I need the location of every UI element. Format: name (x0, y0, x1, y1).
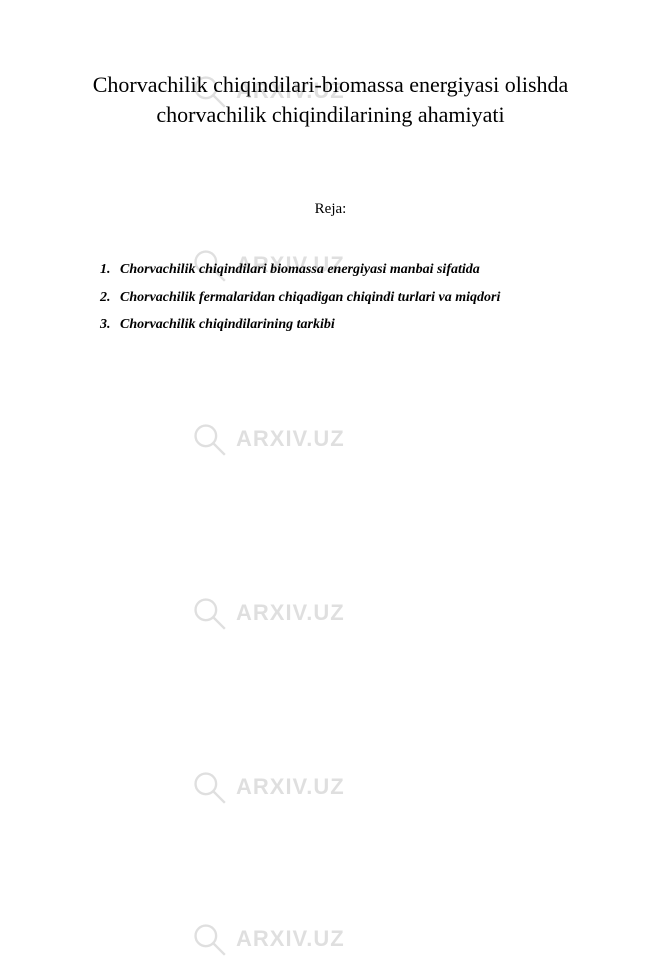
watermark-text: ARXIV.UZ (236, 426, 345, 452)
watermark: ARXIV.UZ (190, 768, 345, 806)
page-title: Chorvachilik chiqindilari-biomassa energ… (90, 70, 571, 129)
watermark: ARXIV.UZ (190, 420, 345, 458)
list-item: 3. Chorvachilik chiqindilarining tarkibi (100, 311, 571, 338)
magnifier-icon (190, 594, 228, 632)
list-item-number: 1. (100, 256, 120, 283)
watermark-text: ARXIV.UZ (236, 926, 345, 952)
list-item: 1. Chorvachilik chiqindilari biomassa en… (100, 256, 571, 283)
section-label: Reja: (90, 201, 571, 218)
watermark: ARXIV.UZ (190, 920, 345, 958)
list-item-number: 3. (100, 311, 120, 338)
list-item-number: 2. (100, 284, 120, 311)
magnifier-icon (190, 420, 228, 458)
list-item-text: Chorvachilik fermalaridan chiqadigan chi… (120, 284, 571, 311)
list-item: 2. Chorvachilik fermalaridan chiqadigan … (100, 284, 571, 311)
outline-list: 1. Chorvachilik chiqindilari biomassa en… (90, 256, 571, 338)
watermark: ARXIV.UZ (190, 594, 345, 632)
list-item-text: Chorvachilik chiqindilarining tarkibi (120, 311, 571, 338)
list-item-text: Chorvachilik chiqindilari biomassa energ… (120, 256, 571, 283)
watermark-text: ARXIV.UZ (236, 600, 345, 626)
magnifier-icon (190, 768, 228, 806)
magnifier-icon (190, 920, 228, 958)
page-content: Chorvachilik chiqindilari-biomassa energ… (0, 0, 661, 338)
watermark-text: ARXIV.UZ (236, 774, 345, 800)
